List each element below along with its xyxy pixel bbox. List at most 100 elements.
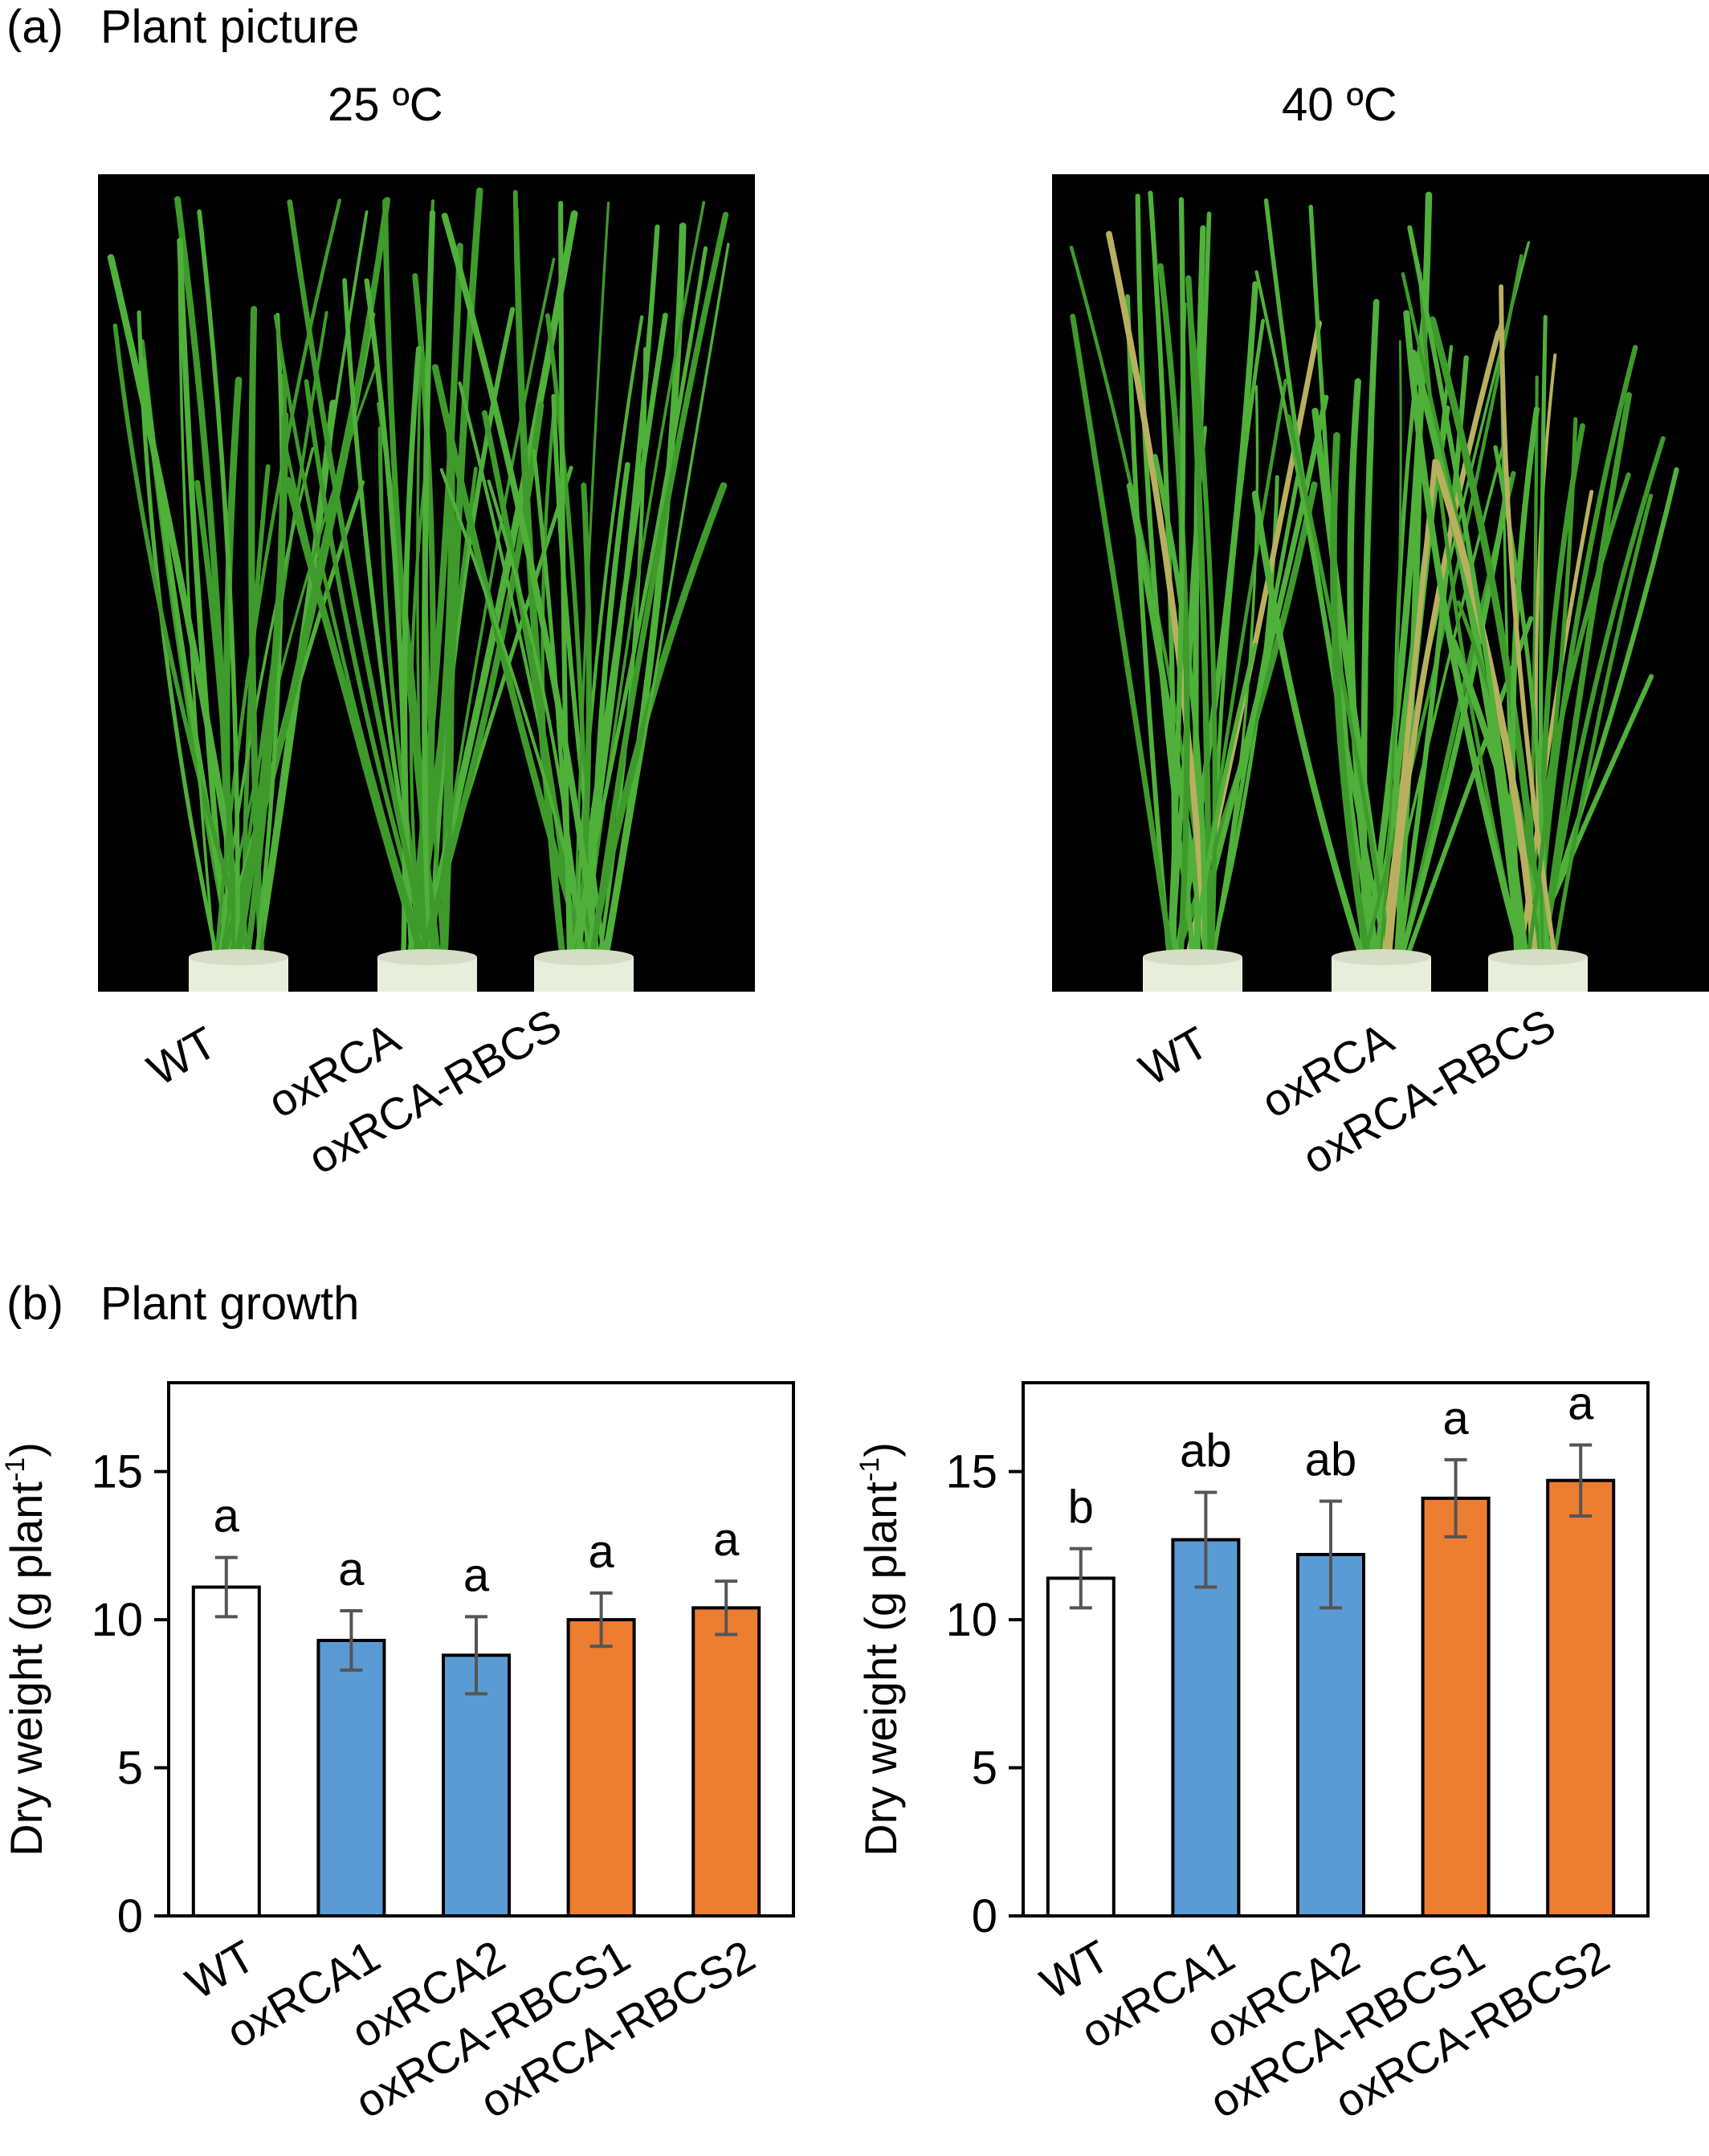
leaf-blade [406, 242, 463, 969]
leaf-blade [605, 242, 730, 967]
plant-2 [1251, 191, 1534, 992]
significance-letter: a [214, 1490, 240, 1543]
bar-oxrca-rbcs2 [1546, 1478, 1616, 1918]
photo-25-label-wt: WT [139, 1017, 225, 1096]
error-bar [1319, 1499, 1342, 1610]
leaf-blade [1403, 310, 1527, 968]
error-bar [1569, 1443, 1593, 1518]
leaf-blade [573, 202, 610, 967]
error-bar [214, 1555, 238, 1619]
error-bar [715, 1579, 738, 1636]
leaf-blade [1433, 459, 1540, 969]
plant-1 [1069, 190, 1329, 992]
leaf-blade [364, 278, 408, 968]
plant-1 [107, 196, 391, 992]
pot-rim [1143, 949, 1242, 965]
plant-3 [431, 190, 730, 992]
bar-oxrca1 [316, 1638, 386, 1918]
bar-oxrca-rbcs1 [566, 1618, 636, 1918]
y-tick-label: 15 [91, 1446, 143, 1498]
error-bar [465, 1615, 487, 1696]
panel-b-letter: (b) [6, 1278, 63, 1330]
significance-letter: ab [1180, 1424, 1232, 1477]
pot-rim [1488, 949, 1588, 965]
y-axis-label: Dry weight (g plant-1) [854, 1442, 906, 1856]
leaf-blade [588, 211, 729, 968]
pot-rim [377, 949, 477, 965]
y-tick-label: 0 [972, 1890, 997, 1942]
leaf-blade [194, 479, 239, 968]
significance-letter: a [338, 1543, 365, 1596]
leaf-blade [1166, 197, 1186, 968]
pot-rim [534, 949, 634, 965]
significance-letter: a [1568, 1377, 1594, 1429]
bar-oxrca2 [1296, 1552, 1365, 1918]
leaf-blade [441, 212, 602, 968]
bar-oxrca-rbcs2 [691, 1606, 761, 1918]
error-bar [1194, 1490, 1218, 1589]
y-axis-label: Dry weight (g plant-1) [0, 1442, 51, 1856]
panel-a-title: Plant picture [100, 1, 360, 53]
leaf-blade [1330, 432, 1373, 969]
leaf-blade [1396, 477, 1511, 968]
significance-letter: a [588, 1526, 614, 1578]
leaf-blade [458, 381, 588, 968]
leaf-blade [177, 238, 230, 968]
leaf-blade [214, 198, 342, 968]
leaf-blade [197, 209, 240, 968]
leaf-blade [248, 305, 265, 969]
error-bar [1069, 1547, 1092, 1610]
y-tick-label: 5 [117, 1742, 143, 1795]
temp-label-40: 40 ºC [1282, 79, 1397, 131]
leaf-blade [558, 201, 573, 968]
y-tick-label: 10 [945, 1594, 997, 1646]
plant-photo-25c [98, 174, 755, 992]
temp-label-25: 25 ºC [328, 79, 443, 131]
error-bar [589, 1591, 613, 1649]
plant-photo-40c [1052, 174, 1709, 992]
leaf-blade [487, 479, 585, 968]
leaf-blade [1550, 493, 1654, 968]
leaf-blade [422, 210, 436, 968]
significance-letter: a [463, 1549, 490, 1601]
y-tick-label: 0 [117, 1890, 143, 1942]
significance-letter: ab [1305, 1434, 1357, 1486]
bar-oxrca2 [442, 1653, 511, 1918]
leaf-blade [581, 201, 706, 967]
leaf-blade [402, 346, 422, 968]
y-tick-label: 5 [972, 1742, 997, 1795]
leaf-blade [1539, 423, 1585, 968]
pot-rim [189, 949, 288, 965]
leaf-blade [1070, 313, 1176, 968]
y-tick-label: 15 [945, 1446, 997, 1498]
leaf-blade [427, 258, 556, 967]
plant-2 [273, 187, 578, 992]
leaf-blade [1189, 642, 1258, 968]
leaf-blade [1287, 414, 1393, 968]
leaf-blade [1429, 316, 1546, 969]
panel-a-letter: (a) [6, 1, 63, 53]
bar-oxrca1 [1171, 1538, 1241, 1918]
plant-3 [1401, 225, 1679, 992]
leaf-blade [177, 243, 217, 967]
leaf-blade [1157, 263, 1190, 968]
leaf-blade [1540, 436, 1666, 968]
photo-40-label-wt: WT [1131, 1017, 1217, 1096]
leaf-blade [1135, 194, 1198, 968]
leaf-blade [1385, 329, 1501, 968]
leaf-blade [1125, 294, 1173, 968]
bar-oxrca-rbcs1 [1421, 1496, 1491, 1918]
leaf-blade [1251, 490, 1368, 969]
leaf-blade [287, 199, 434, 968]
panel-b-title: Plant growth [100, 1278, 360, 1330]
significance-letter: b [1068, 1481, 1094, 1534]
significance-letter: a [1442, 1392, 1469, 1445]
bar-wt [191, 1585, 261, 1918]
leaf-blade [1188, 310, 1218, 968]
leaf-blade [1381, 459, 1438, 968]
leaf-blade [253, 312, 285, 968]
leaf-blade [1524, 417, 1578, 968]
leaf-blade [589, 462, 630, 968]
leaf-blade [1106, 230, 1210, 968]
